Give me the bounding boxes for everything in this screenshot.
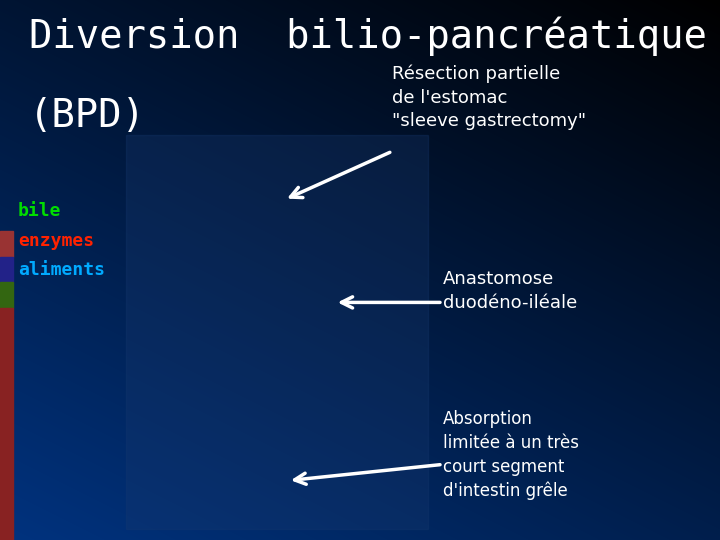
- Bar: [0, 256, 13, 282]
- Text: Diversion  bilio-pancréatique: Diversion bilio-pancréatique: [29, 16, 706, 56]
- Text: Absorption
limitée à un très
court segment
d'intestin grêle: Absorption limitée à un très court segme…: [443, 410, 579, 500]
- Text: bile: bile: [18, 202, 61, 220]
- Text: (BPD): (BPD): [29, 97, 145, 135]
- Bar: [0, 231, 13, 256]
- Text: aliments: aliments: [18, 261, 105, 279]
- Bar: [0, 308, 13, 540]
- Text: Résection partielle
de l'estomac
"sleeve gastrectomy": Résection partielle de l'estomac "sleeve…: [392, 65, 587, 131]
- Bar: [0, 282, 13, 308]
- Bar: [126, 135, 428, 529]
- Text: Anastomose
duodéno-iléale: Anastomose duodéno-iléale: [443, 270, 577, 312]
- Text: enzymes: enzymes: [18, 232, 94, 249]
